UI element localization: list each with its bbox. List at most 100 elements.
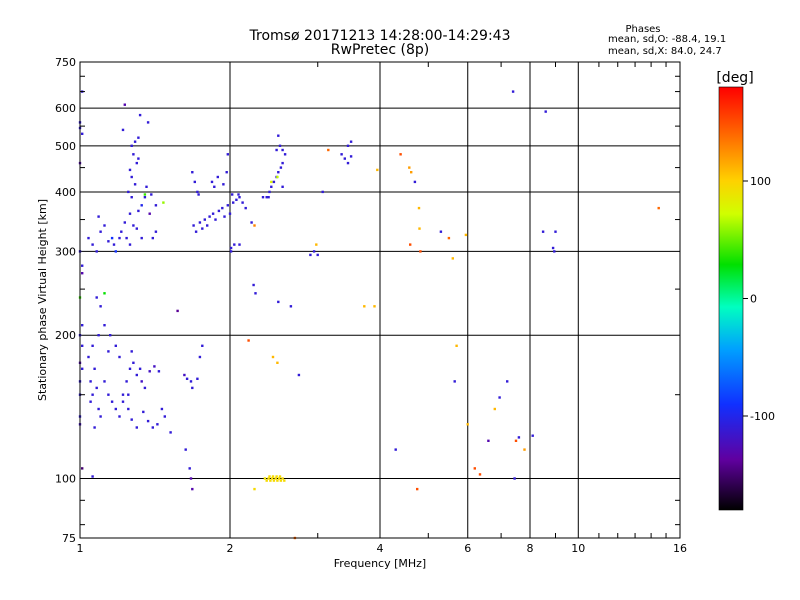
data-point bbox=[130, 196, 133, 199]
data-point bbox=[127, 407, 130, 411]
data-point bbox=[216, 175, 219, 179]
data-point bbox=[140, 204, 143, 207]
data-point bbox=[143, 196, 147, 199]
data-point bbox=[250, 221, 253, 224]
data-point bbox=[261, 196, 265, 199]
data-point bbox=[277, 134, 280, 137]
y-axis-ticks: 75 100 200 300 400 500 600 750 bbox=[55, 56, 680, 545]
data-point bbox=[278, 475, 282, 478]
data-point bbox=[373, 305, 376, 308]
data-point bbox=[289, 305, 293, 308]
data-point bbox=[217, 209, 221, 213]
x-tick-label: 16 bbox=[673, 542, 687, 555]
data-point bbox=[93, 367, 96, 370]
data-point bbox=[87, 355, 90, 359]
data-point bbox=[277, 171, 280, 174]
data-point bbox=[511, 90, 515, 93]
chart-subtitle: RwPretec (8p) bbox=[331, 42, 429, 58]
x-tick-label: 8 bbox=[527, 542, 534, 555]
data-point bbox=[244, 206, 247, 210]
data-point bbox=[135, 161, 138, 165]
data-point bbox=[81, 272, 84, 275]
data-point bbox=[89, 400, 92, 403]
data-point bbox=[189, 477, 193, 480]
y-tick-label: 400 bbox=[55, 186, 76, 199]
data-point bbox=[95, 250, 98, 253]
data-point bbox=[157, 370, 161, 373]
data-point bbox=[271, 355, 275, 359]
colorbar-tick-label: -100 bbox=[750, 410, 775, 423]
data-point bbox=[210, 180, 214, 184]
data-point bbox=[506, 380, 509, 383]
data-point bbox=[103, 292, 106, 295]
data-point bbox=[275, 148, 278, 152]
data-point bbox=[254, 292, 257, 295]
data-point bbox=[340, 153, 343, 156]
data-point bbox=[232, 201, 235, 204]
y-axis-label: Stationary phase Virtual Height [km] bbox=[36, 199, 49, 401]
data-point bbox=[197, 193, 200, 196]
data-point bbox=[97, 334, 100, 337]
data-point bbox=[93, 426, 96, 429]
data-point bbox=[91, 475, 94, 478]
data-point bbox=[148, 370, 151, 373]
data-point bbox=[193, 180, 196, 184]
data-point bbox=[247, 339, 250, 342]
data-point bbox=[493, 407, 496, 411]
data-point bbox=[163, 415, 166, 418]
y-tick-label: 200 bbox=[55, 329, 76, 342]
data-point bbox=[551, 246, 555, 250]
x-tick-label: 1 bbox=[77, 542, 84, 555]
data-point bbox=[321, 190, 324, 194]
data-point bbox=[315, 243, 318, 246]
data-point bbox=[349, 155, 353, 158]
data-point bbox=[418, 227, 421, 230]
data-point bbox=[253, 224, 256, 227]
data-point bbox=[138, 367, 142, 370]
data-point bbox=[121, 400, 125, 403]
data-point bbox=[410, 171, 413, 174]
data-point bbox=[123, 221, 126, 224]
y-tick-label: 750 bbox=[55, 56, 76, 69]
data-point bbox=[478, 473, 482, 476]
data-point bbox=[156, 423, 159, 426]
data-point bbox=[201, 344, 204, 347]
data-point bbox=[276, 175, 279, 179]
data-point bbox=[123, 103, 126, 106]
data-point bbox=[130, 350, 133, 353]
data-point bbox=[514, 439, 518, 442]
x-axis-label: Frequency [MHz] bbox=[334, 557, 426, 570]
data-point bbox=[268, 475, 271, 478]
data-point bbox=[201, 227, 204, 230]
data-point bbox=[498, 396, 501, 399]
data-point bbox=[270, 185, 273, 188]
data-point bbox=[188, 467, 191, 470]
data-point bbox=[554, 230, 557, 233]
data-point bbox=[226, 153, 229, 156]
data-point bbox=[91, 243, 94, 246]
data-point bbox=[118, 415, 121, 418]
data-point bbox=[271, 475, 275, 478]
data-point bbox=[183, 373, 186, 377]
data-point bbox=[253, 487, 256, 491]
data-point bbox=[97, 215, 100, 218]
colorbar-label: [deg] bbox=[716, 70, 753, 86]
data-point bbox=[228, 212, 232, 215]
data-point bbox=[162, 201, 165, 204]
data-point bbox=[121, 393, 125, 396]
data-point bbox=[413, 180, 417, 184]
chart-title: Tromsø 20171213 14:28:00-14:29:43 bbox=[249, 28, 511, 44]
data-point bbox=[132, 224, 135, 227]
data-point bbox=[118, 236, 121, 240]
data-point bbox=[238, 196, 241, 199]
data-point bbox=[135, 426, 138, 429]
data-point bbox=[278, 477, 281, 480]
y-tick-label: 600 bbox=[55, 102, 76, 115]
data-point bbox=[125, 380, 128, 383]
data-point bbox=[132, 361, 135, 364]
colorbar-tick-label: 100 bbox=[750, 175, 771, 188]
stats-line-x: mean, sd,X: 84.0, 24.7 bbox=[608, 46, 722, 57]
data-point bbox=[103, 324, 106, 327]
data-point bbox=[176, 309, 179, 313]
data-point bbox=[87, 236, 90, 240]
